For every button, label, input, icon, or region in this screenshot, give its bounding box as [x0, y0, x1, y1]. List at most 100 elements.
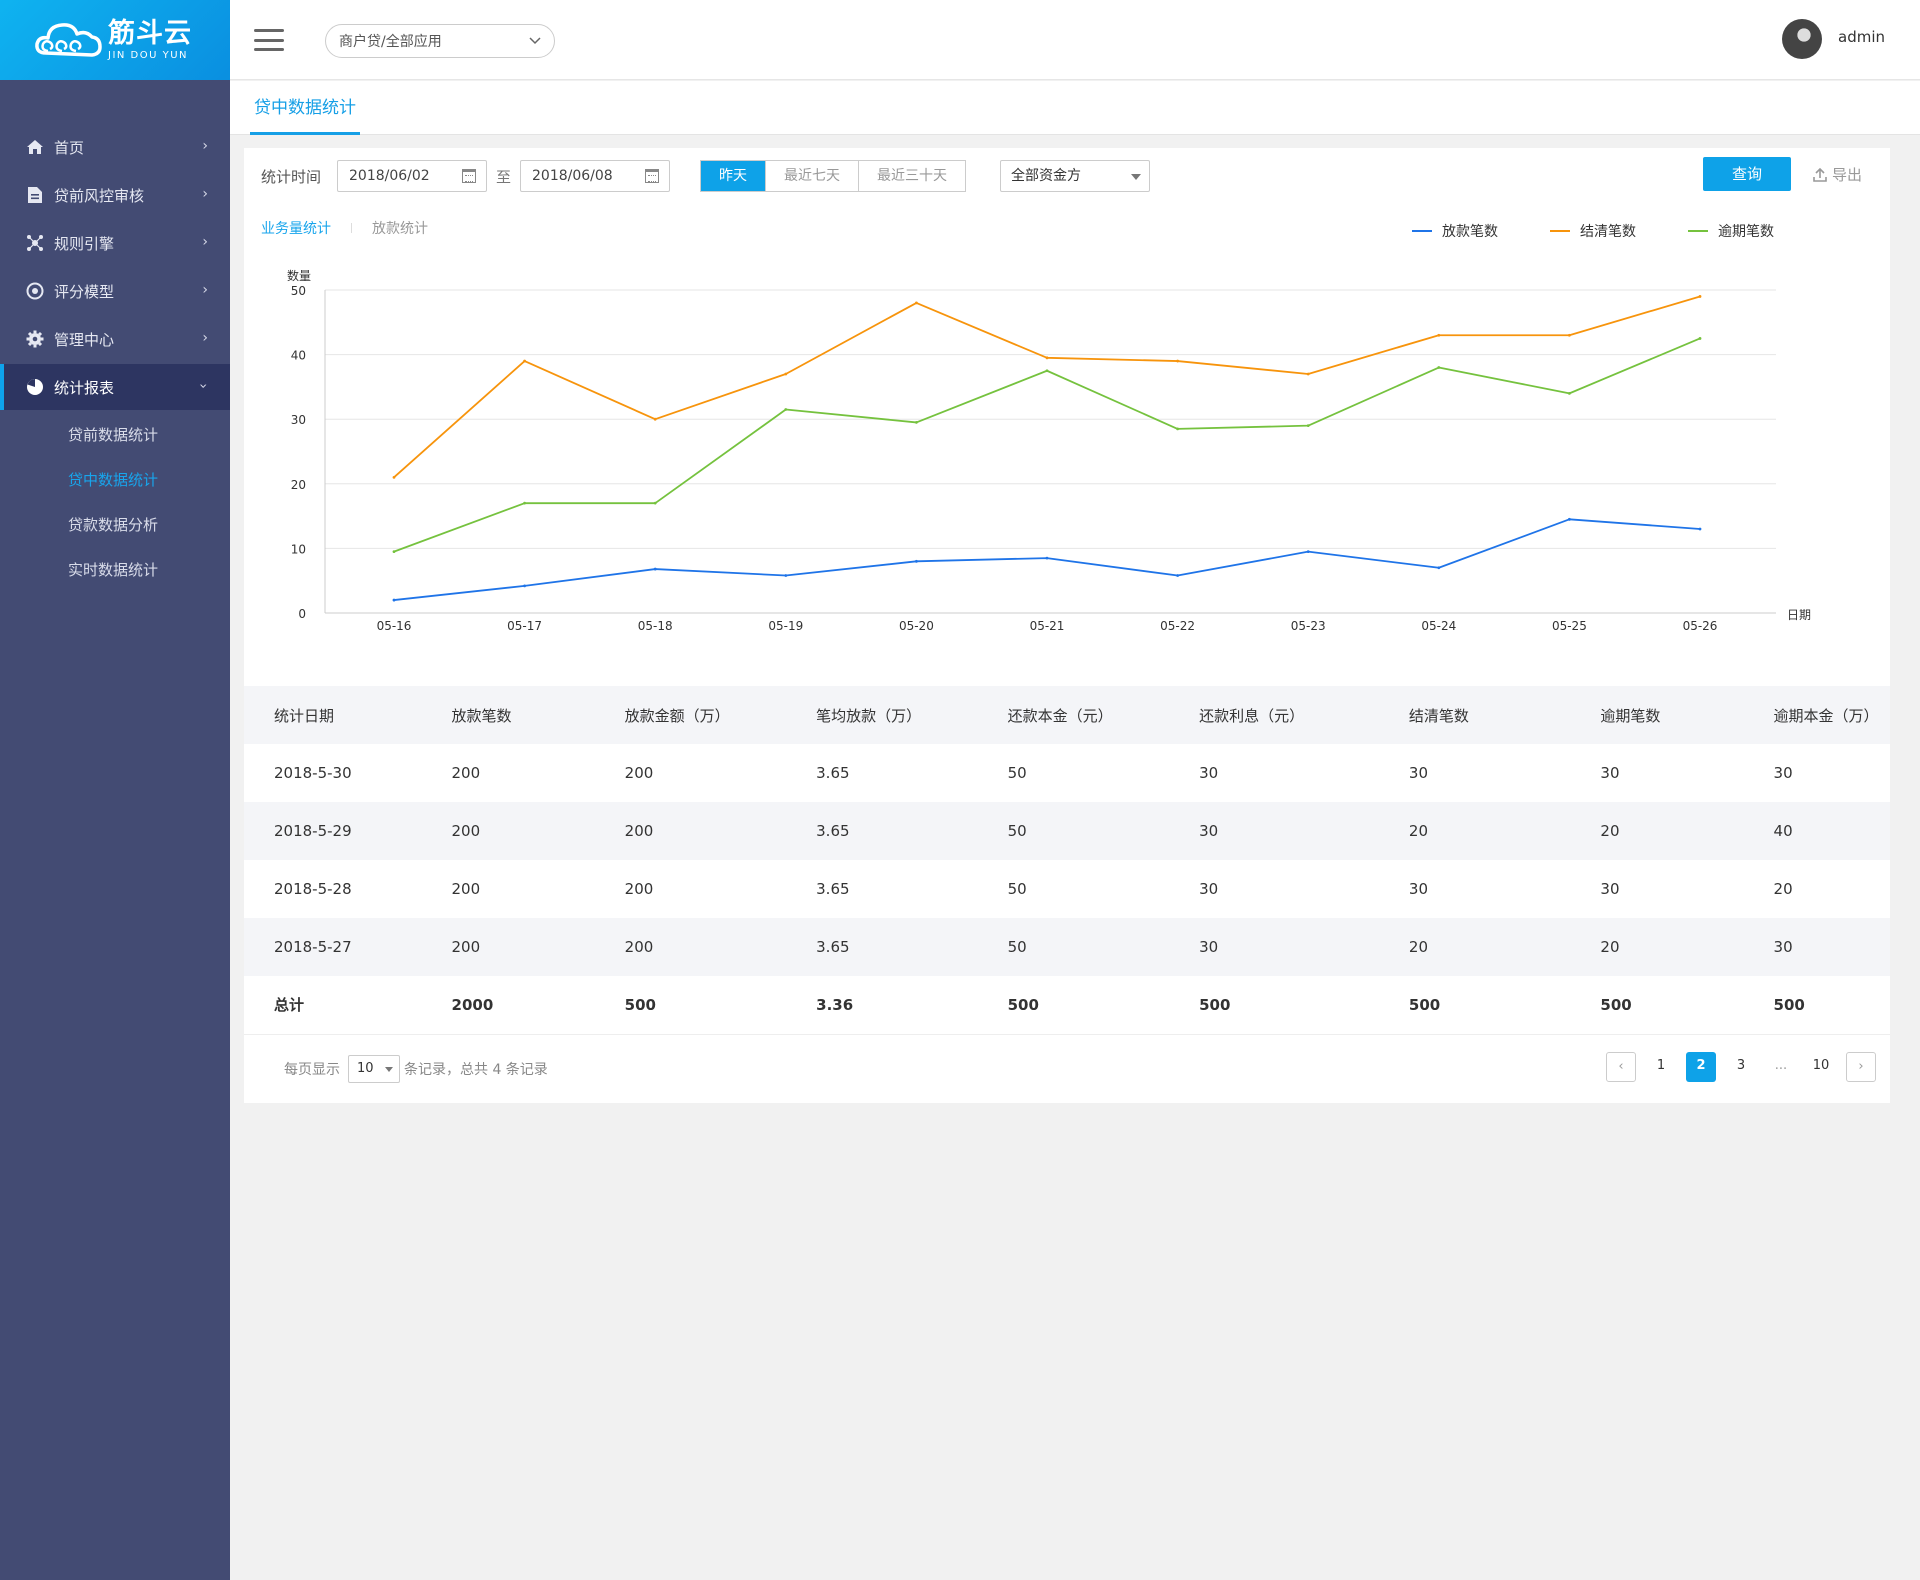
- legend-item[interactable]: 放款笔数: [1412, 221, 1498, 241]
- table-cell: 50: [1007, 764, 1027, 782]
- legend-item[interactable]: 逾期笔数: [1688, 221, 1774, 241]
- data-point: [1176, 359, 1179, 363]
- table-cell: 30: [1600, 764, 1620, 782]
- data-point: [1306, 550, 1310, 554]
- menu-toggle-icon[interactable]: [254, 29, 284, 51]
- y-tick-label: 10: [291, 542, 306, 556]
- table-cell: 30: [1408, 764, 1429, 782]
- data-point: [915, 301, 918, 305]
- app-select[interactable]: 商户贷/全部应用: [325, 24, 555, 58]
- table-cell: 30: [1199, 938, 1219, 956]
- series-line: [393, 518, 1701, 601]
- brand-name: 筋斗云: [108, 18, 192, 49]
- table-cell: 3.65: [816, 822, 850, 840]
- sidebar-subitem-pre-loan-stats[interactable]: 贷前数据统计: [68, 426, 159, 444]
- page-size-select[interactable]: 10: [348, 1055, 400, 1083]
- legend-swatch: [1550, 230, 1570, 232]
- data-point: [653, 501, 657, 505]
- sidebar-subitem-loan-analysis[interactable]: 贷款数据分析: [68, 516, 159, 534]
- tab-loan-stats[interactable]: 放款统计: [372, 221, 428, 237]
- sidebar-item-pre-loan-review[interactable]: 贷前风控审核 ›: [0, 172, 230, 218]
- page-button[interactable]: 3: [1736, 1058, 1746, 1073]
- logo[interactable]: 筋斗云 JIN DOU YUN: [0, 0, 230, 80]
- data-point: [784, 408, 788, 411]
- table-header-cell: 还款利息（元）: [1199, 706, 1305, 725]
- query-button[interactable]: 查询: [1703, 157, 1791, 191]
- table-total-row: 总计 2000 500 3.36 500 500 500 500 500: [244, 976, 1890, 1034]
- document-icon: [26, 186, 44, 204]
- avatar[interactable]: [1782, 19, 1822, 59]
- sidebar-item-scoring-model[interactable]: 评分模型 ›: [0, 268, 230, 314]
- tab-in-loan-stats[interactable]: 贷中数据统计: [250, 81, 360, 135]
- table-cell: 200: [451, 764, 481, 782]
- sidebar-item-label: 规则引擎: [54, 234, 115, 253]
- table-header-cell: 笔均放款（万）: [816, 706, 922, 725]
- sidebar-item-home[interactable]: 首页 ›: [0, 124, 230, 170]
- stats-card: 统计时间 2018/06/02 至 2018/06/08 昨天 最近七天 最近三…: [244, 148, 1890, 1103]
- table-row: 2018-5-29 200 200 3.65 50 30 20 20 40: [244, 802, 1890, 860]
- fund-select-value: 全部资金方: [1011, 168, 1081, 184]
- tab-divider: [351, 223, 352, 233]
- data-point: [1568, 391, 1571, 395]
- page-button[interactable]: 10: [1812, 1058, 1830, 1073]
- page-ellipsis: ...: [1774, 1058, 1788, 1073]
- x-tick-label: 05-18: [638, 619, 673, 633]
- data-point: [523, 359, 526, 363]
- prev-page-button[interactable]: ‹: [1606, 1052, 1636, 1082]
- chevron-right-icon: ›: [202, 330, 208, 346]
- sidebar-subitem-realtime-stats[interactable]: 实时数据统计: [68, 561, 159, 579]
- table-header-cell: 放款笔数: [451, 706, 512, 725]
- page-button-current[interactable]: 2: [1686, 1052, 1716, 1082]
- table-header-cell: 逾期笔数: [1600, 706, 1661, 725]
- table-cell: 30: [1773, 938, 1793, 956]
- export-button[interactable]: 导出: [1812, 164, 1862, 185]
- data-point: [1698, 295, 1702, 298]
- sidebar-item-reports[interactable]: 统计报表 ›: [0, 364, 230, 410]
- start-date-input[interactable]: 2018/06/02: [337, 160, 487, 192]
- legend-item[interactable]: 结清笔数: [1550, 221, 1636, 241]
- table-cell: 20: [1408, 938, 1429, 956]
- table-cell: 200: [624, 938, 654, 956]
- table-body: 2018-5-30 200 200 3.65 50 30 30 30 30 2018-5-29 20…: [244, 744, 1890, 1034]
- sidebar-subitem-in-loan-stats[interactable]: 贷中数据统计: [68, 471, 159, 489]
- user-name[interactable]: admin: [1838, 28, 1885, 46]
- per-page-label: 每页显示: [284, 1062, 340, 1078]
- table-header-cell: 还款本金（元）: [1007, 706, 1113, 725]
- date-separator: 至: [496, 168, 512, 186]
- range-7days-button[interactable]: 最近七天: [766, 161, 859, 191]
- table-header-cell: 逾期本金（万）: [1773, 706, 1879, 725]
- table-cell: 40: [1773, 822, 1793, 840]
- page-tab-bar: 贷中数据统计: [230, 81, 1920, 135]
- next-page-button[interactable]: ›: [1846, 1052, 1876, 1082]
- data-point: [1568, 333, 1571, 337]
- cloud-logo-icon: [35, 23, 102, 57]
- data-point: [392, 475, 396, 479]
- tab-business-volume[interactable]: 业务量统计: [261, 221, 331, 237]
- network-icon: [26, 234, 44, 252]
- range-yesterday-button[interactable]: 昨天: [701, 161, 766, 191]
- sidebar-item-rule-engine[interactable]: 规则引擎 ›: [0, 220, 230, 266]
- table-header-row: 统计日期 放款笔数 放款金额（万） 笔均放款（万） 还款本金（元） 还款利息（元） 结清笔数…: [244, 686, 1890, 744]
- legend-label: 放款笔数: [1442, 224, 1498, 240]
- table-total-cell: 3.36: [816, 995, 854, 1014]
- table-cell: 50: [1007, 822, 1027, 840]
- range-30days-button[interactable]: 最近三十天: [877, 168, 947, 184]
- data-point: [1045, 556, 1049, 560]
- table-cell: 50: [1007, 938, 1027, 956]
- page-button[interactable]: 1: [1656, 1058, 1666, 1073]
- table-cell: 2018-5-30: [274, 764, 352, 782]
- y-tick-label: 0: [298, 607, 306, 621]
- end-date-input[interactable]: 2018/06/08: [520, 160, 670, 192]
- table-cell: 50: [1007, 880, 1027, 898]
- range-selector: 昨天 最近七天 最近三十天: [700, 160, 966, 192]
- brand-name-en: JIN DOU YUN: [108, 50, 189, 61]
- table-cell: 3.65: [816, 938, 850, 956]
- sidebar-item-management-center[interactable]: 管理中心 ›: [0, 316, 230, 362]
- x-tick-label: 05-22: [1160, 619, 1195, 633]
- table-cell: 20: [1408, 822, 1429, 840]
- table-header-cell: 放款金额（万）: [624, 706, 730, 725]
- sidebar-item-label: 首页: [54, 138, 85, 157]
- sidebar-item-label: 统计报表: [54, 378, 115, 397]
- table-cell: 2018-5-29: [274, 822, 352, 840]
- fund-select[interactable]: 全部资金方: [1000, 160, 1150, 192]
